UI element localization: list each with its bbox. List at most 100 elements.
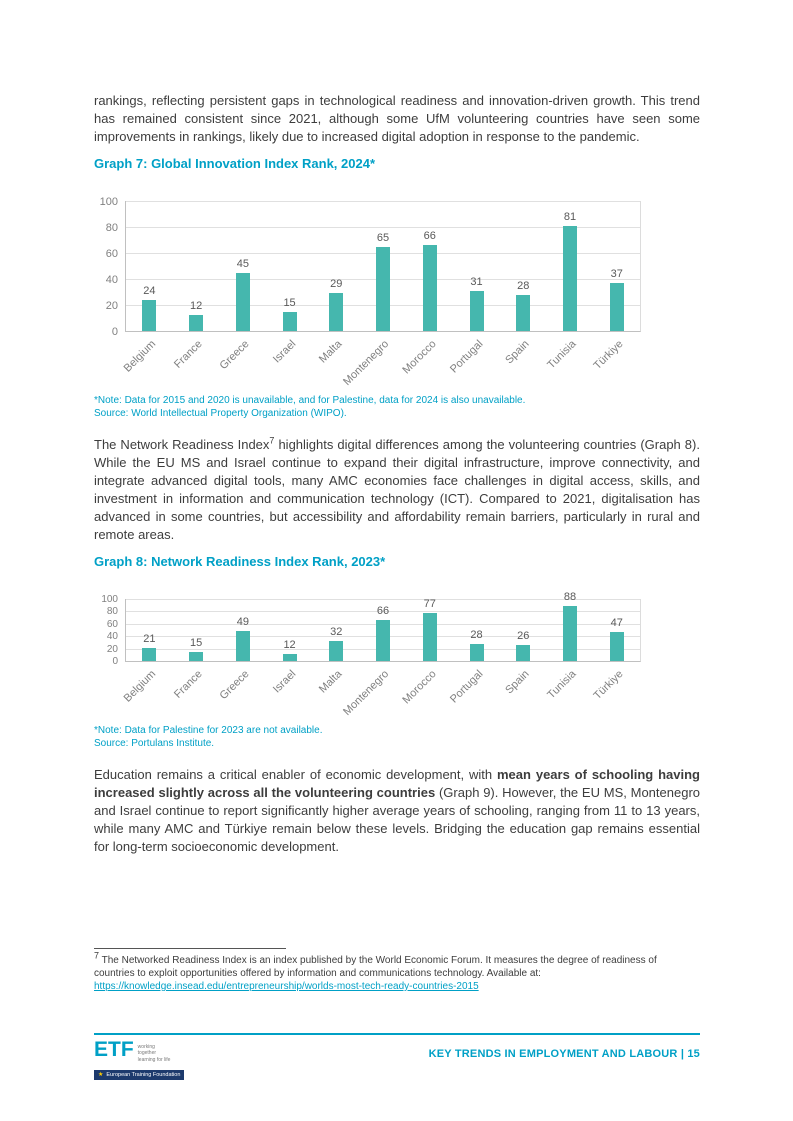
footnote-text: 7 The Networked Readiness Index is an in… (94, 950, 700, 993)
bar-montenegro: 65 (360, 231, 407, 331)
eu-star-icon: ★ (98, 1071, 104, 1078)
bar-value-label: 65 (376, 231, 390, 244)
x-label-slot: Greece (217, 662, 266, 718)
x-axis-label-israel: Israel (270, 668, 299, 696)
bar-tunisia: 81 (547, 211, 594, 331)
bar-türkiye: 37 (593, 267, 640, 331)
graph8-chart-inner: 0 20 40 60 80 100 21 15 49 12 32 66 77 28 26 88 47 (94, 592, 700, 667)
bar (516, 644, 531, 661)
bar-portugal: 31 (453, 275, 500, 331)
x-label-slot: Tunisia (545, 332, 594, 388)
x-label-slot: Belgium (121, 662, 173, 718)
bar-value-label: 37 (610, 267, 623, 280)
bar (469, 290, 484, 331)
etf-logo: ETF working together learning for life ★… (94, 1039, 224, 1081)
bar (609, 282, 624, 331)
bar-value-label: 88 (563, 591, 577, 604)
x-label-slot: Montenegro (342, 332, 407, 388)
x-axis-label-spain: Spain (503, 668, 532, 697)
bar-value-label: 66 (423, 230, 436, 243)
graph8-source: Source: Portulans Institute. (94, 738, 215, 749)
education-text-rest: (Graph 9). However, the EU MS, Montenegr… (94, 785, 700, 854)
graph8-plot-area: 21 15 49 12 32 66 77 28 26 88 47 (125, 592, 641, 662)
x-label-slot: Portugal (448, 662, 500, 718)
x-axis-label-portugal: Portugal (447, 338, 486, 376)
bar-morocco: 77 (406, 599, 453, 661)
etf-logo-top: ETF working together learning for life (94, 1039, 224, 1063)
bar (376, 246, 391, 331)
graph7-source: Source: World Intellectual Property Orga… (94, 408, 347, 419)
bar (609, 631, 624, 661)
bar (469, 643, 484, 661)
bar-spain: 28 (500, 280, 547, 331)
bar (142, 299, 157, 331)
gridline (126, 599, 640, 600)
bar-belgium: 21 (126, 633, 173, 661)
nri-text-rest: highlights digital differences among the… (94, 437, 700, 542)
y-tick-label-80: 80 (106, 606, 118, 618)
bar-value-label: 66 (376, 605, 390, 618)
graph7-title: Graph 7: Global Innovation Index Rank, 2… (94, 156, 376, 171)
x-axis-label-france: France (171, 668, 205, 701)
x-label-slot: France (172, 332, 220, 388)
bar-france: 12 (173, 301, 220, 331)
page-footer: ETF working together learning for life ★… (94, 1033, 700, 1081)
x-label-slot: Türkiye (591, 662, 640, 718)
bar-israel: 15 (266, 297, 313, 331)
y-tick-label-20: 20 (106, 643, 118, 655)
bar (376, 620, 391, 661)
bar-türkiye: 47 (593, 617, 640, 661)
x-label-slot: Morocco (400, 662, 453, 718)
bar-value-label: 45 (236, 257, 249, 270)
bar (422, 613, 437, 661)
bar (282, 311, 297, 331)
bar (282, 653, 297, 661)
graph7-note: *Note: Data for 2015 and 2020 is unavail… (94, 395, 526, 406)
y-tick-label-60: 60 (106, 618, 118, 630)
bars-container: 24 12 45 15 29 65 66 31 28 81 37 (126, 201, 640, 331)
footnote-body: The Networked Readiness Index is an inde… (94, 955, 657, 979)
x-label-slot: Israel (266, 662, 313, 718)
bar (189, 651, 204, 661)
x-axis-label-belgium: Belgium (121, 668, 158, 705)
x-axis-label-portugal: Portugal (447, 668, 486, 706)
bar-value-label: 31 (470, 275, 483, 288)
x-axis-label-greece: Greece (217, 338, 252, 372)
x-label-slot: France (171, 662, 220, 718)
bar (189, 315, 204, 331)
bar (235, 630, 250, 661)
gridline (126, 611, 640, 613)
etf-logo-subtext: European Training Foundation (106, 1071, 181, 1078)
x-label-slot: Türkiye (591, 332, 640, 388)
x-axis-label-greece: Greece (217, 668, 252, 702)
x-axis-label-türkiye: Türkiye (591, 338, 626, 372)
bar-value-label: 12 (283, 638, 296, 651)
bar-value-label: 12 (189, 300, 203, 313)
graph8-bar-chart: 0 20 40 60 80 100 21 15 49 12 32 66 77 28 26 88 47 Belg… (94, 585, 700, 718)
footnote-link[interactable]: https://knowledge.insead.edu/entrepreneu… (94, 981, 479, 992)
footnote-marker: 7 (94, 950, 100, 961)
bar (142, 647, 157, 661)
bar-montenegro: 66 (360, 606, 407, 661)
bar (422, 245, 437, 331)
y-tick-label-60: 60 (105, 248, 118, 260)
education-text-bold: mean years of schooling having increased… (94, 767, 700, 800)
x-label-slot: Belgium (121, 332, 173, 388)
graph8-notes: *Note: Data for Palestine for 2023 are n… (94, 724, 700, 750)
bar-portugal: 28 (453, 628, 500, 661)
bar-israel: 12 (266, 638, 313, 661)
footer-rule (94, 1033, 700, 1035)
graph7-y-axis: 0 20 40 60 80 100 (94, 197, 125, 338)
graph7-chart-inner: 0 20 40 60 80 100 24 12 45 15 29 65 66 31 28 81 37 (94, 197, 700, 338)
bar-value-label: 29 (330, 278, 343, 291)
x-axis-label-tunisia: Tunisia (545, 338, 579, 372)
graph8-x-axis-labels: Belgium France Greece Israel Malta Montenegro… (121, 662, 640, 718)
bar (235, 272, 250, 331)
x-label-slot: Spain (500, 332, 547, 388)
x-label-slot: Greece (217, 332, 266, 388)
x-axis-label-malta: Malta (317, 338, 345, 366)
bar-value-label: 28 (470, 628, 483, 641)
graph8-title: Graph 8: Network Readiness Index Rank, 2… (94, 554, 386, 569)
bar-value-label: 49 (236, 615, 249, 628)
footer-page-label: KEY TRENDS IN EMPLOYMENT AND LABOUR | 15 (428, 1048, 700, 1060)
